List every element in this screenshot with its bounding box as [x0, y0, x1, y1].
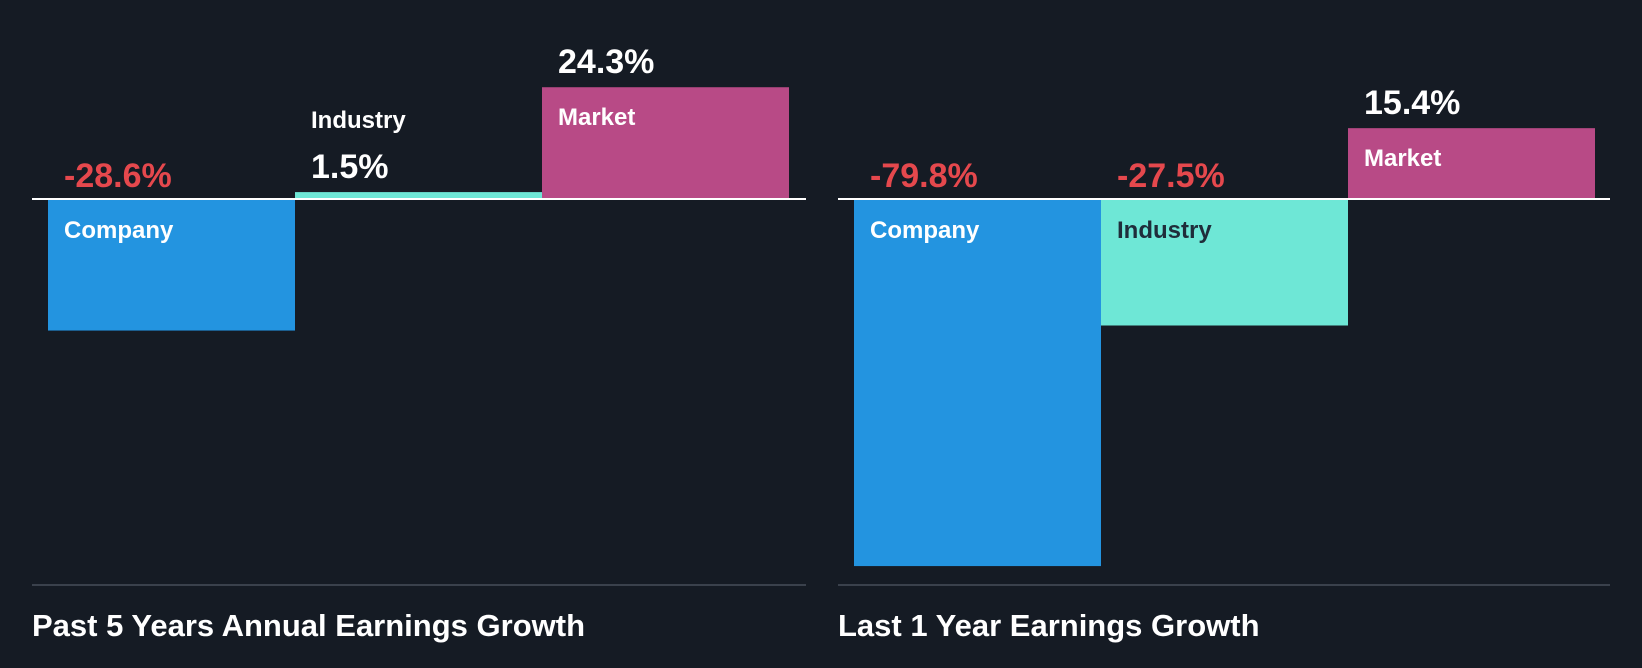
market-bar — [542, 87, 789, 199]
chart-title: Last 1 Year Earnings Growth — [838, 608, 1260, 643]
industry-value-label: -27.5% — [1117, 157, 1225, 195]
company-value-label: -79.8% — [870, 157, 978, 195]
market-value-label: 15.4% — [1364, 84, 1460, 122]
panel-last-1-year: Company -79.8% Industry -27.5% Market 15.4% L… — [838, 84, 1610, 643]
company-bar — [48, 199, 295, 331]
industry-value-label: 1.5% — [311, 148, 389, 186]
market-bar-label: Market — [558, 104, 635, 131]
industry-bar — [295, 192, 542, 199]
panel-past-5-years: Company -28.6% Industry 1.5% Market 24.3% Pas… — [32, 43, 806, 643]
company-bar — [854, 199, 1101, 567]
company-bar-label: Company — [64, 217, 174, 244]
chart-title: Past 5 Years Annual Earnings Growth — [32, 608, 585, 643]
industry-bar-label: Industry — [311, 107, 406, 134]
market-value-label: 24.3% — [558, 43, 654, 81]
industry-bar-label: Industry — [1117, 217, 1212, 244]
market-bar-label: Market — [1364, 145, 1441, 172]
company-value-label: -28.6% — [64, 157, 172, 195]
industry-bar — [1101, 199, 1348, 326]
market-bar — [1348, 128, 1595, 199]
company-bar-label: Company — [870, 217, 980, 244]
